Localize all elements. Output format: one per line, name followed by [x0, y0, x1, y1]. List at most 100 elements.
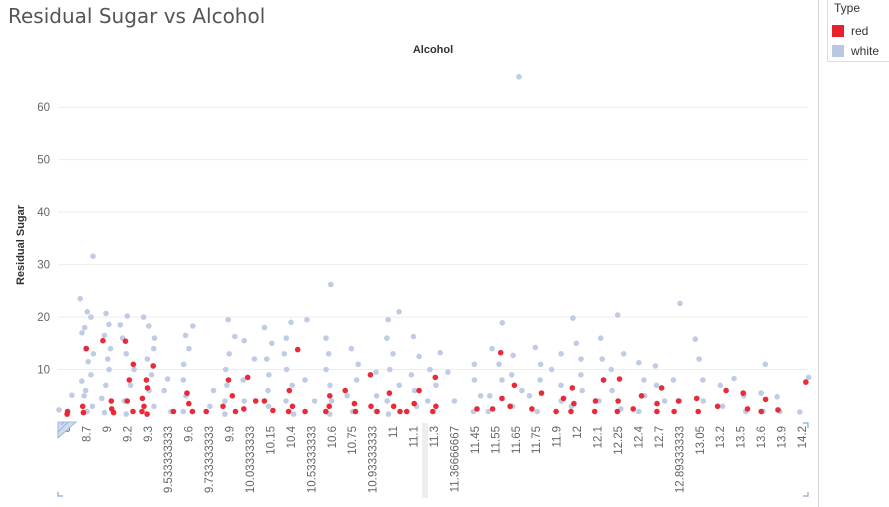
scatter-point-white[interactable] — [90, 253, 96, 259]
scatter-point-red[interactable] — [64, 411, 70, 417]
scatter-point-white[interactable] — [700, 377, 706, 383]
scatter-point-white[interactable] — [578, 372, 584, 378]
scatter-point-white[interactable] — [323, 366, 329, 373]
scatter-point-red[interactable] — [351, 400, 358, 407]
scatter-point-red[interactable] — [144, 385, 151, 391]
scatter-point-white[interactable] — [146, 323, 152, 329]
scatter-point-red[interactable] — [538, 390, 545, 396]
scatter-point-white[interactable] — [437, 349, 444, 356]
scatter-point-white[interactable] — [283, 335, 290, 341]
scatter-point-white[interactable] — [180, 377, 187, 383]
scatter-point-white[interactable] — [82, 387, 89, 394]
scatter-point-red[interactable] — [616, 376, 623, 382]
scatter-point-white[interactable] — [348, 345, 355, 352]
scatter-point-white[interactable] — [84, 309, 91, 315]
scatter-point-white[interactable] — [56, 407, 62, 413]
scatter-point-red[interactable] — [489, 406, 496, 412]
scatter-point-white[interactable] — [232, 333, 238, 340]
scatter-point-white[interactable] — [719, 403, 726, 410]
scatter-point-red[interactable] — [654, 400, 660, 407]
scatter-point-white[interactable] — [290, 411, 297, 417]
scatter-point-red[interactable] — [474, 406, 480, 412]
resize-handle-icon[interactable] — [57, 421, 78, 439]
scatter-point-red[interactable] — [150, 363, 156, 369]
scatter-point-white[interactable] — [266, 372, 272, 378]
scatter-point-white[interactable] — [224, 382, 230, 389]
scatter-point-white[interactable] — [670, 377, 677, 383]
scatter-point-red[interactable] — [568, 408, 574, 415]
scatter-point-red[interactable] — [83, 345, 90, 352]
scatter-point-red[interactable] — [270, 407, 276, 414]
scatter-point-white[interactable] — [373, 369, 379, 376]
scatter-point-white[interactable] — [190, 323, 196, 329]
scatter-point-white[interactable] — [251, 356, 258, 362]
scatter-point-white[interactable] — [570, 315, 576, 321]
scatter-point-red[interactable] — [294, 346, 301, 353]
scatter-point-red[interactable] — [130, 408, 136, 415]
scatter-point-white[interactable] — [241, 398, 247, 404]
scatter-point-white[interactable] — [101, 409, 108, 416]
scatter-point-white[interactable] — [385, 411, 392, 417]
scatter-point-white[interactable] — [696, 356, 702, 362]
scatter-point-red[interactable] — [189, 408, 196, 415]
scatter-point-red[interactable] — [740, 390, 746, 396]
scatter-point-white[interactable] — [805, 374, 812, 381]
scatter-point-white[interactable] — [353, 377, 360, 383]
scatter-point-white[interactable] — [222, 411, 228, 417]
scatter-point-red[interactable] — [139, 395, 146, 402]
scatter-point-red[interactable] — [529, 406, 535, 412]
scatter-point-red[interactable] — [289, 403, 296, 410]
scatter-point-white[interactable] — [104, 356, 111, 362]
scatter-point-red[interactable] — [615, 398, 621, 404]
scatter-point-white[interactable] — [597, 335, 604, 341]
scatter-point-white[interactable] — [758, 390, 764, 396]
scatter-point-white[interactable] — [573, 340, 580, 347]
scatter-point-white[interactable] — [131, 366, 137, 373]
scatter-point-white[interactable] — [123, 351, 129, 357]
scatter-point-white[interactable] — [186, 345, 192, 352]
scatter-point-red[interactable] — [302, 408, 308, 415]
scatter-point-white[interactable] — [210, 387, 217, 394]
scatter-point-white[interactable] — [327, 411, 333, 417]
scatter-point-white[interactable] — [636, 359, 642, 366]
scatter-point-white[interactable] — [661, 398, 668, 404]
scatter-point-red[interactable] — [758, 408, 764, 415]
scatter-point-red[interactable] — [507, 403, 513, 410]
scatter-point-white[interactable] — [411, 387, 418, 394]
scatter-point-red[interactable] — [80, 409, 87, 416]
scatter-point-white[interactable] — [127, 382, 134, 389]
scatter-point-red[interactable] — [433, 403, 439, 410]
scatter-point-white[interactable] — [579, 387, 585, 394]
scatter-point-white[interactable] — [124, 313, 131, 319]
scatter-point-white[interactable] — [289, 382, 296, 389]
scatter-point-red[interactable] — [139, 408, 145, 415]
scatter-point-white[interactable] — [387, 366, 393, 373]
scatter-point-red[interactable] — [591, 408, 598, 415]
scatter-point-white[interactable] — [327, 382, 333, 389]
scatter-point-red[interactable] — [744, 406, 751, 412]
scatter-point-white[interactable] — [762, 361, 769, 368]
scatter-point-white[interactable] — [79, 378, 85, 384]
scatter-point-red[interactable] — [203, 408, 209, 415]
scatter-point-white[interactable] — [325, 351, 332, 357]
scatter-point-white[interactable] — [534, 408, 540, 415]
scatter-point-red[interactable] — [143, 377, 150, 383]
scatter-point-white[interactable] — [537, 377, 543, 383]
scatter-point-white[interactable] — [774, 394, 780, 400]
scatter-point-white[interactable] — [692, 336, 699, 342]
scatter-point-white[interactable] — [288, 319, 294, 326]
scatter-point-red[interactable] — [286, 387, 293, 394]
scatter-point-white[interactable] — [558, 382, 564, 389]
scatter-point-red[interactable] — [714, 403, 721, 410]
scatter-point-white[interactable] — [304, 316, 310, 323]
scatter-point-white[interactable] — [445, 369, 451, 376]
scatter-point-red[interactable] — [110, 409, 117, 416]
scatter-point-red[interactable] — [232, 408, 239, 415]
scatter-point-red[interactable] — [323, 408, 329, 415]
scatter-point-red[interactable] — [403, 408, 410, 415]
scatter-point-white[interactable] — [226, 351, 232, 357]
scatter-point-white[interactable] — [103, 310, 109, 317]
scatter-point-white[interactable] — [416, 353, 422, 360]
scatter-point-white[interactable] — [207, 403, 213, 410]
scatter-point-red[interactable] — [184, 390, 190, 396]
